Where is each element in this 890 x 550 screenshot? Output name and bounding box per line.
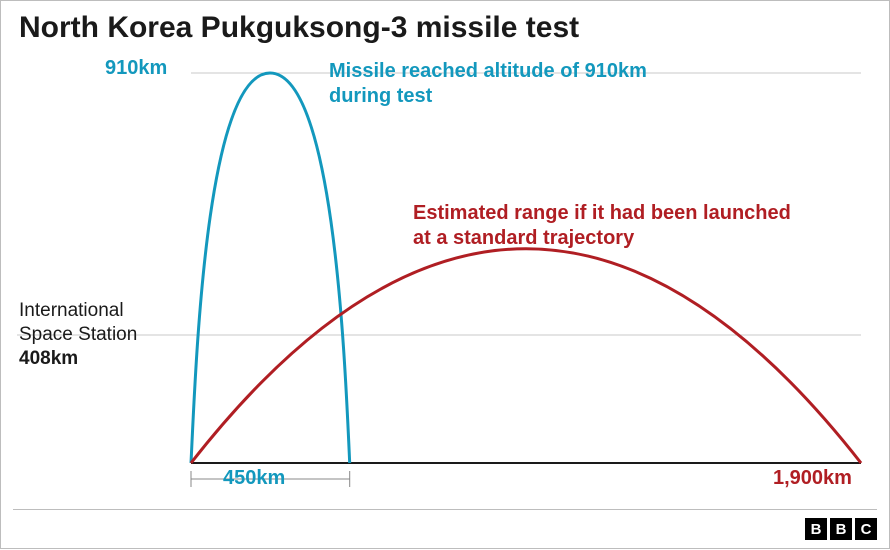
iss-line1: International — [19, 299, 137, 323]
bbc-logo-c: C — [855, 518, 877, 540]
iss-value: 408km — [19, 347, 137, 371]
iss-line2: Space Station — [19, 323, 137, 347]
chart-frame: North Korea Pukguksong-3 missile test 91… — [0, 0, 890, 549]
range-label-450: 450km — [223, 467, 285, 490]
annotation-test-lofted: Missile reached altitude of 910km during… — [329, 59, 669, 109]
curve-standard — [191, 249, 861, 463]
iss-reference-label: International Space Station 408km — [19, 299, 137, 370]
bbc-logo-b1: B — [805, 518, 827, 540]
bbc-logo-b2: B — [830, 518, 852, 540]
range-label-1900: 1,900km — [773, 467, 852, 490]
curve-test-lofted — [191, 73, 350, 463]
peak-altitude-label: 910km — [105, 57, 167, 80]
annotation-standard: Estimated range if it had been launched … — [413, 201, 813, 251]
footer-divider — [13, 509, 877, 510]
bbc-logo: B B C — [805, 518, 877, 540]
